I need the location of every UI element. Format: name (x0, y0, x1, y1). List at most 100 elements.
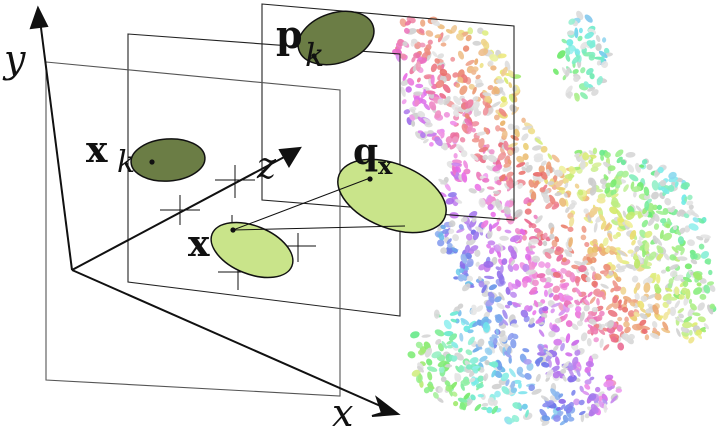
splat (524, 218, 533, 226)
splat (533, 153, 544, 160)
splat (395, 54, 401, 62)
axis-x-label: x (332, 391, 353, 432)
splat (468, 377, 476, 383)
splat (655, 210, 667, 215)
splat (695, 329, 703, 336)
splat (526, 277, 532, 283)
splat (496, 302, 505, 310)
splat (490, 65, 497, 71)
splat (506, 171, 514, 178)
splat (481, 406, 488, 411)
splat (603, 403, 608, 413)
splat (652, 321, 658, 328)
splat (524, 373, 532, 380)
splat (411, 369, 421, 377)
splat (644, 230, 653, 238)
splat (548, 293, 554, 298)
splat (544, 251, 552, 259)
splat (442, 228, 450, 234)
splat (427, 39, 433, 45)
splat (410, 108, 416, 114)
splat (633, 311, 640, 317)
splat (663, 311, 669, 321)
splat (557, 50, 566, 59)
splat (553, 338, 563, 346)
splat (465, 252, 472, 260)
splat (487, 204, 494, 211)
splat (399, 18, 407, 27)
splat (538, 165, 545, 174)
splat (561, 38, 567, 44)
label-x: x (188, 223, 210, 265)
splat (558, 398, 566, 404)
splat (510, 135, 520, 141)
splat (437, 360, 448, 368)
splat (633, 258, 641, 269)
splat (678, 294, 685, 300)
splat (565, 333, 571, 344)
splat (629, 230, 637, 240)
splat (542, 306, 549, 312)
splat (461, 274, 468, 280)
ellipse-xk (130, 138, 206, 182)
splat (488, 344, 496, 354)
splat (531, 279, 539, 287)
splat (482, 92, 492, 97)
splat (539, 276, 547, 283)
dot-pk (311, 53, 317, 59)
splat (625, 211, 635, 220)
splat (455, 82, 461, 88)
splat (659, 179, 667, 187)
splat (631, 323, 643, 331)
splat (541, 362, 550, 368)
splat (422, 118, 431, 123)
splat (669, 254, 677, 261)
splat (444, 380, 451, 387)
splat (435, 339, 442, 345)
splat (469, 245, 479, 252)
splat (574, 287, 582, 296)
splat (555, 406, 562, 411)
splat (510, 259, 516, 266)
splat (533, 300, 539, 308)
splat (528, 262, 536, 271)
splat (600, 154, 605, 161)
splat (574, 183, 580, 189)
splat (495, 266, 501, 271)
splat (662, 321, 669, 331)
splat (571, 55, 581, 65)
splat (425, 90, 436, 95)
splat (564, 249, 573, 258)
splat (522, 348, 530, 353)
splat (488, 149, 495, 155)
splat (423, 103, 431, 111)
splat (683, 316, 693, 323)
splat (434, 136, 443, 147)
splat (554, 236, 560, 243)
splat (565, 85, 573, 95)
splat (521, 403, 528, 410)
splat (587, 87, 596, 92)
splat (510, 323, 519, 328)
splat (453, 400, 459, 407)
splat (437, 98, 445, 105)
splat (504, 229, 512, 234)
splat (553, 345, 559, 352)
splat (467, 336, 475, 346)
splat (523, 358, 532, 365)
splat (560, 368, 567, 374)
splat (500, 372, 510, 382)
splat (487, 85, 494, 91)
splat (591, 89, 599, 96)
splat (617, 342, 625, 351)
splat (567, 91, 573, 98)
x-axis-line (71, 269, 386, 409)
splat (699, 293, 707, 300)
splat (455, 166, 462, 173)
splat (651, 180, 659, 191)
splat (441, 340, 448, 349)
splat (403, 27, 410, 34)
splat (471, 304, 477, 311)
splat (476, 305, 484, 312)
splat (407, 351, 416, 359)
